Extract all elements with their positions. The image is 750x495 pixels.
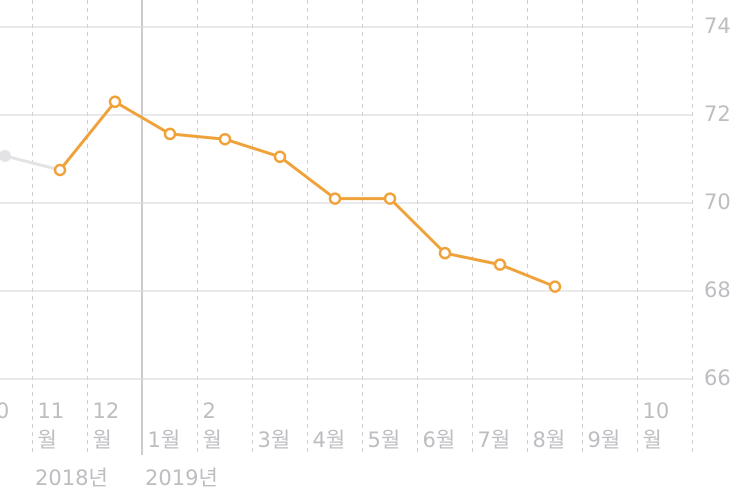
year-label: 2018년 [35,466,108,490]
data-point [273,150,287,164]
x-tick-label: 10월 [0,399,9,452]
series-line [58,100,556,288]
x-tick-label: 7월 [478,428,511,452]
y-tick-label: 68 [704,278,731,302]
x-tick-label: 8월 [533,428,566,452]
x-tick-label: 9월 [588,428,621,452]
x-tick-label: 1월 [148,428,181,452]
data-point [493,258,507,271]
series-line [4,154,61,172]
data-point [438,246,452,260]
y-tick-label: 70 [704,190,731,214]
x-tick-label: 5월 [368,428,401,452]
x-tick-label: 12 월 [93,399,120,452]
data-point [383,192,397,205]
data-point [548,280,562,293]
data-point [0,149,11,162]
data-point [163,127,177,141]
y-tick-label: 74 [704,14,731,38]
data-point [53,163,67,177]
data-point [218,132,232,146]
y-tick-label: 72 [704,102,731,126]
y-tick-label: 66 [704,366,731,390]
x-tick-label: 6월 [423,428,456,452]
x-tick-label: 3월 [258,428,291,452]
x-tick-label: 11 월 [38,399,65,452]
data-point [108,95,122,109]
data-point [328,192,342,205]
x-tick-label: 4월 [313,428,346,452]
year-label: 2019년 [145,466,218,490]
